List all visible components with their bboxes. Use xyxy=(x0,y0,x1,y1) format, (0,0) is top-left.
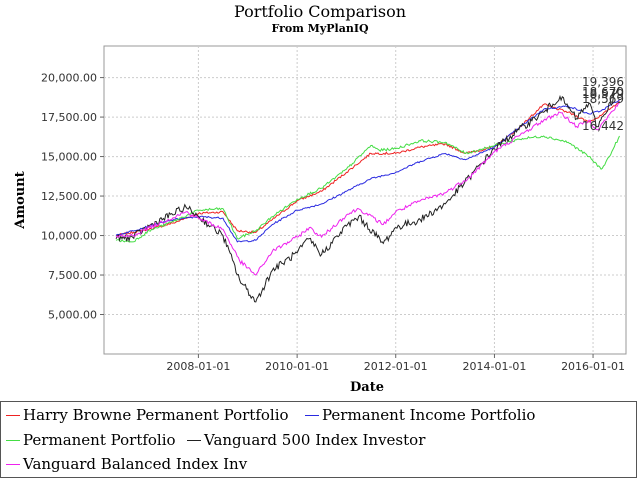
x-axis-label: Date xyxy=(350,380,384,395)
y-tick-label: 5,000.00 xyxy=(48,309,97,322)
legend-item: Harry Browne Permanent Portfolio xyxy=(6,406,289,424)
x-tick-label: 2014-01-01 xyxy=(462,360,526,373)
end-value-label: 18,670 xyxy=(582,85,624,99)
end-value-label: 19,396 xyxy=(582,75,624,89)
legend-label: Vanguard 500 Index Investor xyxy=(204,431,426,449)
x-tick-label: 2016-01-01 xyxy=(561,360,625,373)
y-tick-label: 20,000.00 xyxy=(41,72,97,85)
series-line xyxy=(115,135,620,243)
x-tick-label: 2008-01-01 xyxy=(166,360,230,373)
legend-label: Vanguard Balanced Index Inv xyxy=(23,455,248,473)
legend-item: Vanguard 500 Index Investor xyxy=(187,431,425,449)
x-tick-label: 2012-01-01 xyxy=(364,360,428,373)
legend-swatch xyxy=(6,463,20,465)
legend-swatch xyxy=(6,439,20,441)
legend-swatch xyxy=(6,414,20,416)
series-line xyxy=(115,101,620,237)
y-tick-label: 15,000.00 xyxy=(41,151,97,164)
legend-swatch xyxy=(305,414,319,416)
legend-swatch xyxy=(187,439,201,441)
legend-label: Harry Browne Permanent Portfolio xyxy=(23,406,289,424)
series-line xyxy=(115,86,620,303)
y-tick-label: 17,500.00 xyxy=(41,111,97,124)
y-tick-label: 7,500.00 xyxy=(48,269,97,282)
axes: 5,000.00 7,500.00 10,000.00 12,500.00 15,000… xyxy=(41,72,625,373)
legend-label: Permanent Income Portfolio xyxy=(322,406,536,424)
chart-title: Portfolio Comparison xyxy=(233,2,407,21)
legend-label: Permanent Portfolio xyxy=(23,431,176,449)
grid-lines xyxy=(104,46,626,354)
y-tick-label: 10,000.00 xyxy=(41,230,97,243)
end-value-label: 18,569 xyxy=(582,92,624,106)
series-line xyxy=(115,102,620,276)
end-value-label: 16,442 xyxy=(582,119,624,133)
x-tick-label: 2010-01-01 xyxy=(265,360,329,373)
plot-area xyxy=(103,45,627,355)
y-tick-label: 12,500.00 xyxy=(41,190,97,203)
legend-item: Permanent Portfolio xyxy=(6,431,176,449)
line-chart: 5,000.00 7,500.00 10,000.00 12,500.00 15,000… xyxy=(13,45,627,395)
chart-subtitle: From MyPlanIQ xyxy=(271,22,369,35)
legend-item: Vanguard Balanced Index Inv xyxy=(6,455,247,473)
y-axis-label: Amount xyxy=(13,171,28,229)
legend-item: Permanent Income Portfolio xyxy=(305,406,535,424)
legend: Harry Browne Permanent Portfolio Permane… xyxy=(0,401,637,478)
series-group xyxy=(115,86,620,303)
end-value-label: 18,579 xyxy=(582,87,624,101)
